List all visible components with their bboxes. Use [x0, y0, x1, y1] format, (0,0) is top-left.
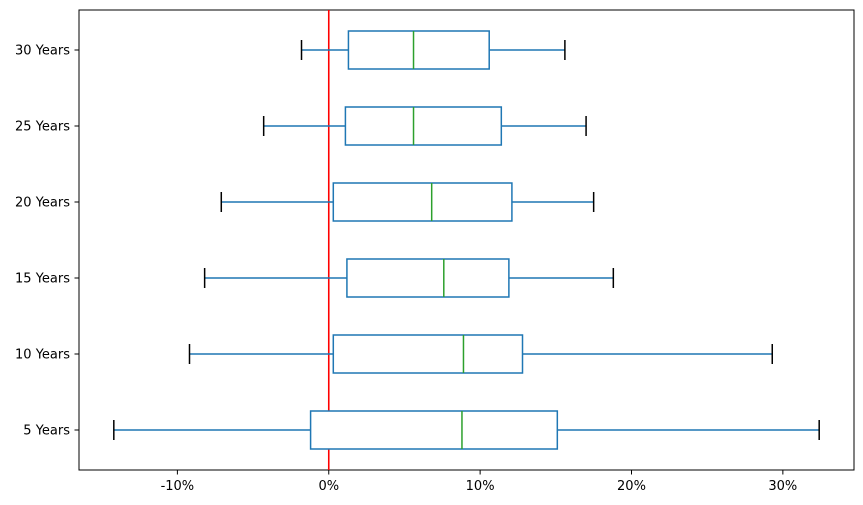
y-axis-tick-label-25-years: 25 Years: [15, 120, 70, 135]
x-axis-tick-label: 10%: [466, 479, 495, 494]
y-axis-tick-label-5-years: 5 Years: [23, 424, 70, 439]
x-axis-tick-label: 20%: [617, 479, 646, 494]
y-axis-tick-label-20-years: 20 Years: [15, 196, 70, 211]
box-15-years: [346, 258, 510, 298]
box-25-years: [344, 106, 503, 146]
box-20-years: [332, 182, 513, 222]
x-axis-tick-label: 30%: [768, 479, 797, 494]
y-axis-tick-label-30-years: 30 Years: [15, 44, 70, 59]
x-axis-tick-label: -10%: [161, 479, 195, 494]
box-30-years: [347, 30, 490, 70]
box-10-years: [332, 334, 524, 374]
x-axis-tick-label: 0%: [318, 479, 339, 494]
y-axis-tick-label-15-years: 15 Years: [15, 272, 70, 287]
plot-frame: [78, 9, 855, 471]
y-axis-tick-label-10-years: 10 Years: [15, 348, 70, 363]
box-5-years: [309, 410, 559, 450]
